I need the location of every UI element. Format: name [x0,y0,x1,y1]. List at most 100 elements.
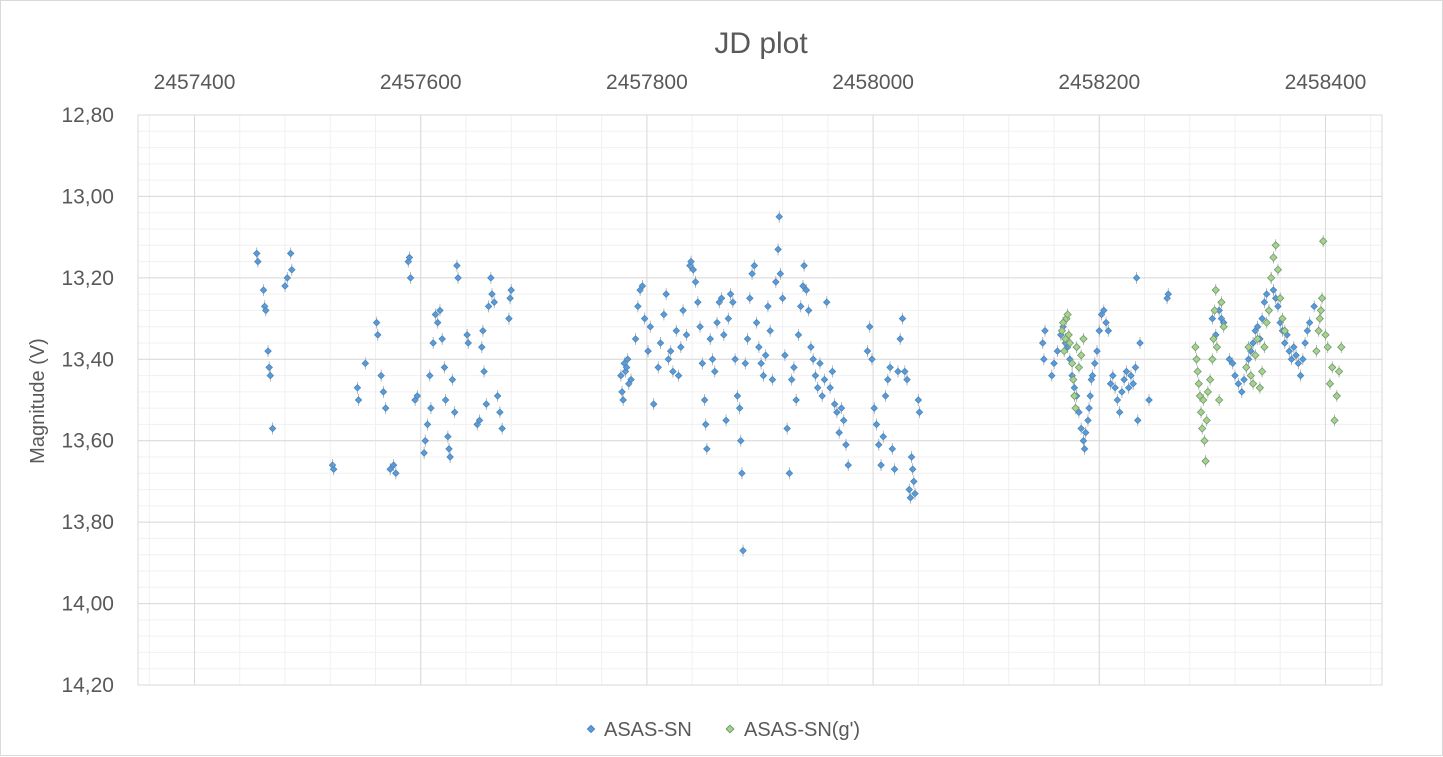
data-point [1248,379,1258,388]
data-point [361,359,370,368]
data-point [686,261,694,270]
data-point [656,339,665,347]
data-point [811,371,820,380]
data-point [911,489,919,498]
data-point [731,355,739,364]
data-point [1145,396,1153,404]
data-point [283,274,292,282]
data-point [1111,384,1119,392]
data-point [654,363,662,372]
data-point [1240,375,1248,384]
data-point [820,375,829,384]
data-point [1276,294,1285,303]
data-point [750,261,759,270]
data-point [1196,408,1206,417]
data-point [288,265,296,274]
data-point [1077,351,1086,360]
data-point [1208,314,1217,323]
y-tick-label: 13,80 [61,511,114,534]
data-point [1330,416,1339,425]
data-point [761,351,770,359]
data-point [644,347,652,355]
y-tick-label: 13,60 [61,430,114,453]
data-point [1048,371,1056,380]
data-point [865,322,874,331]
data-point [894,367,902,376]
data-point [890,465,899,473]
data-point [816,359,824,368]
data-point [874,441,883,449]
data-point [776,270,785,278]
data-point [627,375,635,384]
x-tick-label: 2457400 [154,71,236,94]
data-point [381,404,390,412]
data-point [1070,391,1079,401]
data-point [1253,334,1262,344]
data-point [677,343,685,351]
data-point [444,432,452,441]
data-point [252,249,261,258]
data-point [1084,416,1092,425]
data-point [631,335,640,343]
data-point [1334,367,1344,376]
data-point [706,335,715,343]
data-point [445,445,453,453]
data-point [772,278,780,286]
y-axis-label: Magnitude (V) [27,338,49,464]
data-point [1278,314,1287,323]
data-point [905,485,914,494]
data-point [799,282,807,290]
data-point [1269,253,1278,262]
data-point [463,331,471,339]
data-point [1290,343,1298,351]
data-point [717,294,726,302]
data-point [764,302,772,311]
data-point [621,367,630,376]
data-point [682,331,691,339]
data-point [662,290,670,298]
data-point [881,392,890,400]
grid-layer [137,114,1383,686]
data-point [672,327,681,335]
data-point [720,331,728,339]
data-point [910,477,918,486]
data-point [1074,363,1084,372]
data-point [493,392,502,400]
data-point [896,335,904,343]
data-point [1201,456,1210,466]
legend-item-asas-sn[interactable]: ASAS-SN [586,719,692,741]
data-point [453,261,461,270]
legend-item-asas-sn-g[interactable]: ASAS-SN(g') [725,719,860,741]
data-point [379,388,388,396]
data-point [708,355,717,364]
data-point [908,465,917,473]
data-point [1257,367,1267,376]
data-point [735,404,744,412]
data-point [915,408,924,416]
data-point [1065,338,1075,348]
data-point [835,428,843,437]
data-point [1087,375,1096,384]
data-point [1287,355,1296,364]
data-point [1317,294,1327,303]
data-point [254,257,262,266]
data-point [689,265,698,274]
x-tick-label: 2457800 [606,71,688,94]
data-point [454,274,462,282]
data-point [738,469,746,478]
data-point [691,278,700,286]
data-point [1269,286,1278,294]
data-point [1274,302,1282,311]
data-point [487,274,495,282]
data-point [701,420,710,429]
data-point [660,310,668,319]
data-point [1081,428,1090,437]
data-point [713,318,721,327]
data-point [759,371,768,380]
data-point [1038,339,1047,347]
y-tick-labels: 12,80 13,00 13,20 13,40 13,60 13,80 14,00 14,20 [61,104,114,697]
data-point [1244,342,1253,352]
data-point [436,306,444,315]
data-point [792,396,800,404]
data-point [1271,241,1280,250]
